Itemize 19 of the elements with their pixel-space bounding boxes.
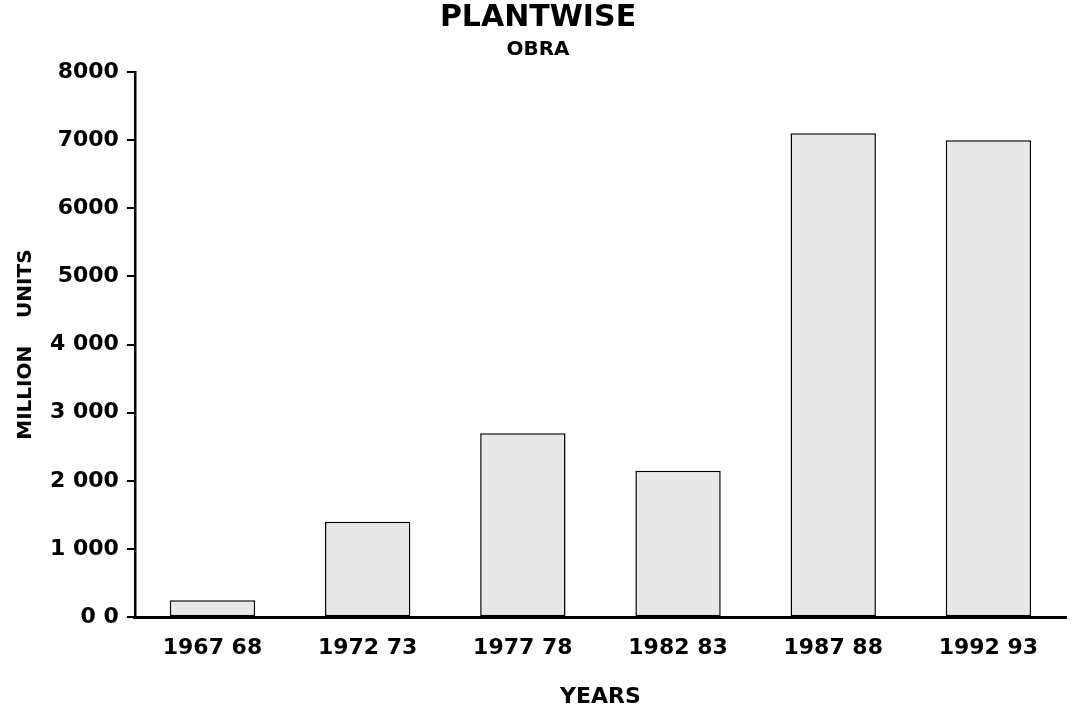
x-tick-label: 1972 73: [317, 634, 418, 660]
y-tick-label: 8000: [57, 57, 119, 83]
chart-subtitle: OBRA: [506, 36, 571, 61]
y-tick-label: 0 0: [80, 602, 119, 628]
x-tick-label: 1982 83: [628, 634, 728, 660]
x-tick-label: 1977 78: [473, 634, 573, 660]
y-tick-label: 6000: [57, 194, 119, 220]
y-tick-label: 7000: [57, 125, 119, 151]
x-tick-label: 1987 88: [783, 634, 883, 660]
x-tick-label: 1967 68: [162, 634, 263, 660]
x-tick-label: 1992 93: [938, 634, 1039, 660]
chart-title: PLANTWISE: [439, 0, 637, 33]
y-tick-label: 1 000: [50, 534, 119, 560]
y-axis-title: MILLION UNITS: [12, 249, 37, 440]
x-axis-title: YEARS: [559, 682, 641, 708]
y-tick-label: 3 000: [50, 398, 119, 424]
y-tick-label: 5000: [57, 262, 119, 288]
y-tick-label: 4 000: [50, 330, 119, 356]
y-tick-label: 2 000: [50, 466, 119, 492]
